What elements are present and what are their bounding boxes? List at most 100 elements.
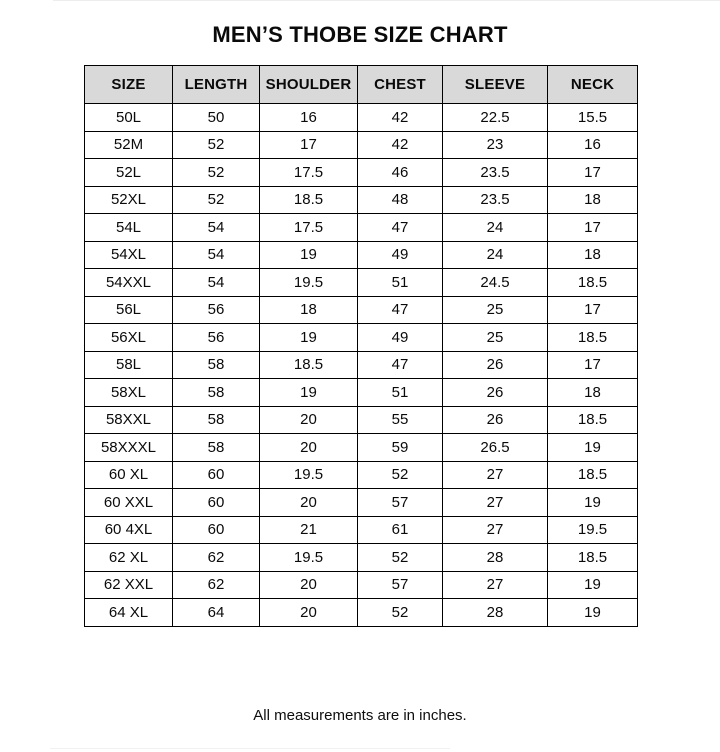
value-cell: 19.5 bbox=[547, 515, 638, 544]
size-chart-table: SIZE LENGTH SHOULDER CHEST SLEEVE NECK 50L 50 1… bbox=[84, 65, 638, 627]
value-cell: 19 bbox=[547, 433, 638, 462]
value-cell: 17.5 bbox=[259, 158, 358, 187]
value-cell: 48 bbox=[357, 185, 443, 214]
value-cell: 58 bbox=[172, 378, 260, 407]
size-cell: 54XL bbox=[84, 240, 173, 269]
value-cell: 56 bbox=[172, 323, 260, 352]
value-cell: 25 bbox=[442, 295, 548, 324]
value-cell: 18.5 bbox=[547, 405, 638, 434]
column-header-neck: NECK bbox=[547, 65, 638, 104]
table-row: 52L 52 17.5 46 23.5 17 bbox=[84, 158, 638, 187]
value-cell: 20 bbox=[259, 598, 358, 627]
bottom-edge-line bbox=[50, 748, 450, 749]
value-cell: 17 bbox=[547, 158, 638, 187]
value-cell: 18.5 bbox=[547, 460, 638, 489]
value-cell: 60 bbox=[172, 515, 260, 544]
value-cell: 18 bbox=[547, 240, 638, 269]
table-row: 62 XXL 62 20 57 27 19 bbox=[84, 570, 638, 599]
size-cell: 58XXL bbox=[84, 405, 173, 434]
value-cell: 62 bbox=[172, 570, 260, 599]
value-cell: 19 bbox=[547, 488, 638, 517]
value-cell: 42 bbox=[357, 130, 443, 159]
value-cell: 19 bbox=[259, 378, 358, 407]
value-cell: 23 bbox=[442, 130, 548, 159]
size-cell: 54L bbox=[84, 213, 173, 242]
value-cell: 19.5 bbox=[259, 268, 358, 297]
value-cell: 49 bbox=[357, 323, 443, 352]
value-cell: 27 bbox=[442, 488, 548, 517]
value-cell: 24 bbox=[442, 213, 548, 242]
value-cell: 52 bbox=[172, 185, 260, 214]
value-cell: 52 bbox=[172, 158, 260, 187]
value-cell: 27 bbox=[442, 570, 548, 599]
value-cell: 61 bbox=[357, 515, 443, 544]
page-title: MEN’S THOBE SIZE CHART bbox=[212, 22, 508, 47]
value-cell: 58 bbox=[172, 405, 260, 434]
value-cell: 52 bbox=[357, 460, 443, 489]
table-row: 64 XL 64 20 52 28 19 bbox=[84, 598, 638, 627]
size-cell: 62 XL bbox=[84, 543, 173, 572]
size-cell: 56L bbox=[84, 295, 173, 324]
value-cell: 60 bbox=[172, 488, 260, 517]
value-cell: 27 bbox=[442, 515, 548, 544]
value-cell: 19.5 bbox=[259, 543, 358, 572]
value-cell: 26.5 bbox=[442, 433, 548, 462]
value-cell: 57 bbox=[357, 488, 443, 517]
size-cell: 64 XL bbox=[84, 598, 173, 627]
value-cell: 17 bbox=[547, 350, 638, 379]
value-cell: 16 bbox=[259, 103, 358, 132]
size-cell: 60 XL bbox=[84, 460, 173, 489]
value-cell: 17.5 bbox=[259, 213, 358, 242]
value-cell: 19 bbox=[259, 323, 358, 352]
size-cell: 52XL bbox=[84, 185, 173, 214]
value-cell: 19 bbox=[547, 598, 638, 627]
value-cell: 50 bbox=[172, 103, 260, 132]
size-cell: 62 XXL bbox=[84, 570, 173, 599]
value-cell: 19 bbox=[259, 240, 358, 269]
value-cell: 18 bbox=[259, 295, 358, 324]
table-row: 58XXXL 58 20 59 26.5 19 bbox=[84, 433, 638, 462]
value-cell: 26 bbox=[442, 405, 548, 434]
value-cell: 22.5 bbox=[442, 103, 548, 132]
value-cell: 17 bbox=[259, 130, 358, 159]
size-cell: 56XL bbox=[84, 323, 173, 352]
value-cell: 26 bbox=[442, 350, 548, 379]
value-cell: 18 bbox=[547, 185, 638, 214]
value-cell: 26 bbox=[442, 378, 548, 407]
column-header-sleeve: SLEEVE bbox=[442, 65, 548, 104]
value-cell: 20 bbox=[259, 488, 358, 517]
value-cell: 18.5 bbox=[547, 323, 638, 352]
value-cell: 19.5 bbox=[259, 460, 358, 489]
value-cell: 15.5 bbox=[547, 103, 638, 132]
size-cell: 54XXL bbox=[84, 268, 173, 297]
table-body: 50L 50 16 42 22.5 15.5 52M 52 17 42 23 16 52L 52 17.5 4… bbox=[84, 103, 638, 627]
value-cell: 54 bbox=[172, 213, 260, 242]
size-cell: 60 4XL bbox=[84, 515, 173, 544]
table-row: 54XXL 54 19.5 51 24.5 18.5 bbox=[84, 268, 638, 297]
table-row: 54XL 54 19 49 24 18 bbox=[84, 240, 638, 269]
value-cell: 51 bbox=[357, 378, 443, 407]
value-cell: 54 bbox=[172, 268, 260, 297]
column-header-length: LENGTH bbox=[172, 65, 260, 104]
size-cell: 52M bbox=[84, 130, 173, 159]
value-cell: 64 bbox=[172, 598, 260, 627]
table-row: 62 XL 62 19.5 52 28 18.5 bbox=[84, 543, 638, 572]
value-cell: 18.5 bbox=[547, 543, 638, 572]
value-cell: 23.5 bbox=[442, 158, 548, 187]
value-cell: 60 bbox=[172, 460, 260, 489]
size-cell: 50L bbox=[84, 103, 173, 132]
table-row: 56L 56 18 47 25 17 bbox=[84, 295, 638, 324]
value-cell: 18.5 bbox=[259, 185, 358, 214]
value-cell: 55 bbox=[357, 405, 443, 434]
table-row: 54L 54 17.5 47 24 17 bbox=[84, 213, 638, 242]
value-cell: 54 bbox=[172, 240, 260, 269]
value-cell: 52 bbox=[357, 543, 443, 572]
value-cell: 28 bbox=[442, 598, 548, 627]
value-cell: 56 bbox=[172, 295, 260, 324]
value-cell: 52 bbox=[357, 598, 443, 627]
top-edge-line bbox=[53, 0, 720, 1]
column-header-shoulder: SHOULDER bbox=[259, 65, 358, 104]
table-row: 50L 50 16 42 22.5 15.5 bbox=[84, 103, 638, 132]
table-row: 58L 58 18.5 47 26 17 bbox=[84, 350, 638, 379]
